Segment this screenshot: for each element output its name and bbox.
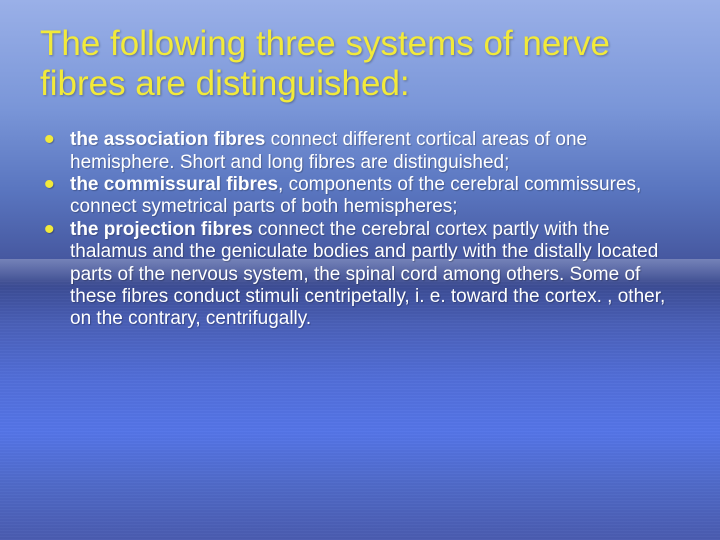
list-item: the projection fibres connect the cerebr… [40,219,674,331]
bullet-bold: the association fibres [70,129,265,150]
list-item: the commissural fibres, components of th… [40,174,674,219]
bullet-bold: the projection fibres [70,219,253,240]
bullet-list: the association fibres connect different… [40,129,680,331]
list-item: the association fibres connect different… [40,129,674,174]
bullet-bold: the commissural fibres [70,174,278,195]
slide: The following three systems of nerve fib… [0,0,720,540]
slide-title: The following three systems of nerve fib… [40,24,680,103]
slide-content: The following three systems of nerve fib… [0,0,720,331]
